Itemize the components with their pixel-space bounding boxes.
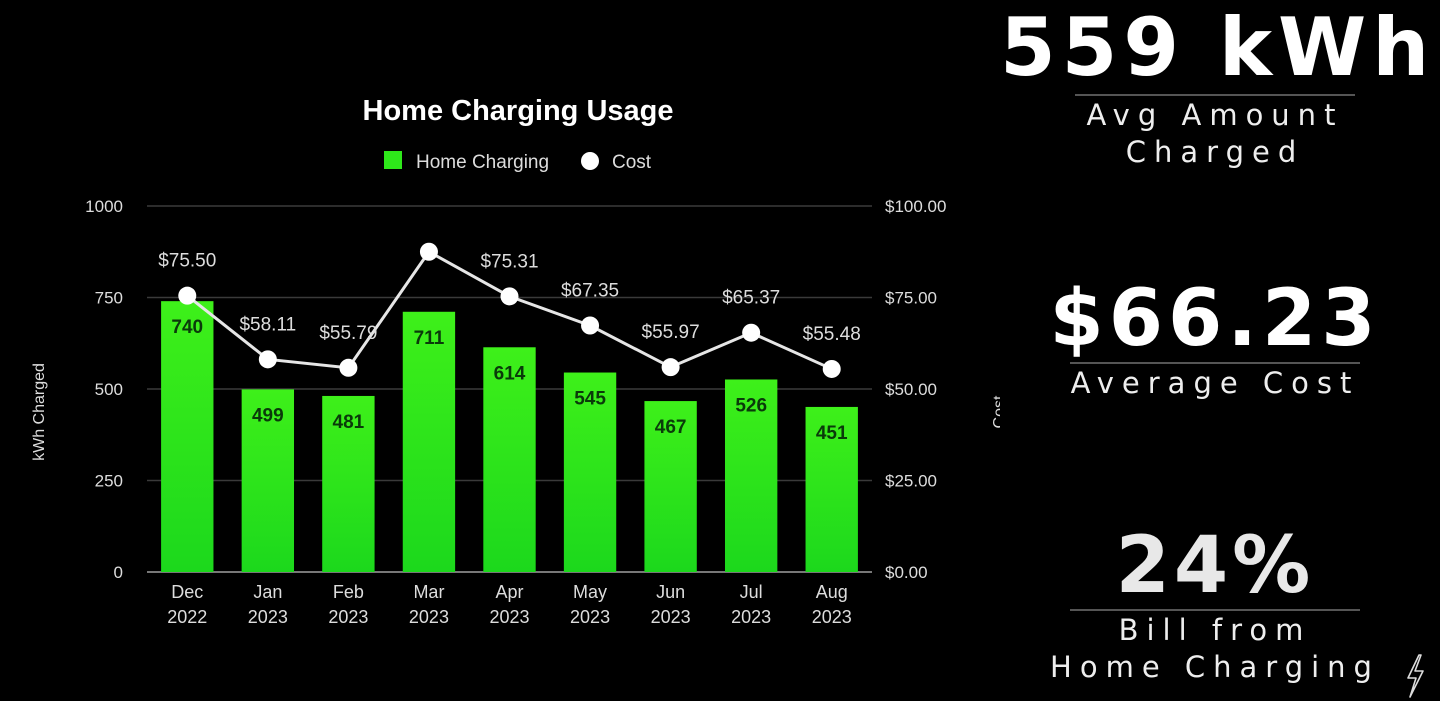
cost-point <box>661 358 680 377</box>
bar <box>322 395 375 572</box>
x-tick-label-year: 2023 <box>489 607 529 627</box>
cost-point <box>742 323 761 342</box>
x-tick-label-month: Feb <box>333 582 364 602</box>
kpi-label-line: Bill from <box>1118 613 1312 647</box>
cost-value-label: $55.79 <box>319 323 377 344</box>
kpi-label-line: Avg Amount <box>1086 98 1344 132</box>
bar <box>483 347 536 572</box>
cost-value-label: $75.50 <box>158 251 216 272</box>
bar <box>402 311 456 572</box>
bar-value-label: 499 <box>252 405 284 426</box>
kpi-bill-from-home-charging: 24% Bill from Home Charging <box>1000 527 1430 685</box>
x-tick-label-year: 2022 <box>167 607 207 627</box>
bar <box>241 389 295 572</box>
bar <box>161 301 214 572</box>
cost-value-label: $55.97 <box>642 322 700 343</box>
x-tick-label-month: Jun <box>656 582 685 602</box>
y2-tick-label: $75.00 <box>885 289 937 308</box>
x-tick-label-year: 2023 <box>248 607 288 627</box>
bar <box>724 379 778 572</box>
home-charging-chart: Home Charging Usage Home Charging Cost k… <box>31 95 1000 627</box>
x-tick-label-month: Aug <box>816 582 848 602</box>
cost-point <box>178 286 197 305</box>
x-tick-label-year: 2023 <box>570 607 610 627</box>
x-tick-label-month: Mar <box>413 582 444 602</box>
legend-label-home-charging: Home Charging <box>416 152 549 173</box>
bar-value-label: 481 <box>333 412 365 433</box>
kpi-average-cost: $66.23 Average Cost <box>1000 280 1430 401</box>
kpi-label-line: Average Cost <box>1070 366 1360 400</box>
bar <box>644 401 697 572</box>
cost-value-label: $58.11 <box>239 314 296 335</box>
cost-point <box>339 358 358 377</box>
bar-value-label: 545 <box>574 389 606 410</box>
x-tick-label-year: 2023 <box>651 607 691 627</box>
x-tick-label-month: Dec <box>171 582 203 602</box>
x-tick-label-year: 2023 <box>812 607 852 627</box>
bar-value-label: 451 <box>816 423 848 444</box>
chart-title: Home Charging Usage <box>363 95 674 127</box>
lightning-bolt-icon <box>1407 654 1424 698</box>
bar-value-label: 467 <box>655 417 687 438</box>
bar <box>563 372 617 572</box>
cost-point <box>419 242 438 261</box>
kpi-avg-amount-charged: 559 kWh Avg Amount Charged <box>1000 8 1430 170</box>
y2-tick-label: $50.00 <box>885 380 937 399</box>
x-tick-label-year: 2023 <box>328 607 368 627</box>
y2-axis-label: Cost <box>991 395 1000 428</box>
legend-label-cost: Cost <box>612 152 652 173</box>
kpi-label-line: Charged <box>1125 134 1305 169</box>
cost-value-label: $65.37 <box>722 288 780 309</box>
bar <box>805 406 858 572</box>
kpi-label-line: Home Charging <box>1050 649 1380 684</box>
cost-point <box>500 287 519 306</box>
cost-point <box>822 359 841 378</box>
y-tick-label: 250 <box>95 472 123 491</box>
bar-value-label: 614 <box>494 363 526 384</box>
y-tick-label: 500 <box>95 380 123 399</box>
x-tick-label-month: Jan <box>253 582 282 602</box>
x-tick-label-year: 2023 <box>731 607 771 627</box>
cost-point <box>581 316 600 335</box>
bar-value-label: 526 <box>735 395 767 416</box>
legend: Home Charging Cost <box>384 151 652 173</box>
y-axis-label: kWh Charged <box>31 363 48 461</box>
y2-tick-label: $100.00 <box>885 197 946 216</box>
legend-swatch-cost <box>581 152 599 170</box>
cost-value-label: $75.31 <box>480 251 538 272</box>
kpi-value: 559 kWh <box>1000 1 1436 94</box>
x-tick-label-month: Apr <box>495 582 523 602</box>
kpi-divider <box>1075 94 1355 96</box>
y-tick-label: 0 <box>114 563 123 582</box>
y-tick-label: 750 <box>95 289 123 308</box>
cost-value-label: $55.48 <box>803 324 861 345</box>
bar-value-label: 740 <box>171 317 203 338</box>
bar-value-label: 711 <box>414 328 445 349</box>
x-tick-label-month: May <box>573 582 607 602</box>
x-tick-label-month: Jul <box>740 582 763 602</box>
y2-tick-label: $0.00 <box>885 563 928 582</box>
kpi-divider <box>1070 362 1360 364</box>
x-tick-label-year: 2023 <box>409 607 449 627</box>
cost-value-label: $67.35 <box>561 280 619 301</box>
legend-swatch-home-charging <box>384 151 402 169</box>
kpi-value: $66.23 <box>1049 274 1381 364</box>
kpi-value: 24% <box>1115 521 1315 611</box>
cost-point <box>258 350 277 369</box>
y2-tick-label: $25.00 <box>885 472 937 491</box>
y-tick-label: 1000 <box>85 197 123 216</box>
kpi-divider <box>1070 609 1360 611</box>
